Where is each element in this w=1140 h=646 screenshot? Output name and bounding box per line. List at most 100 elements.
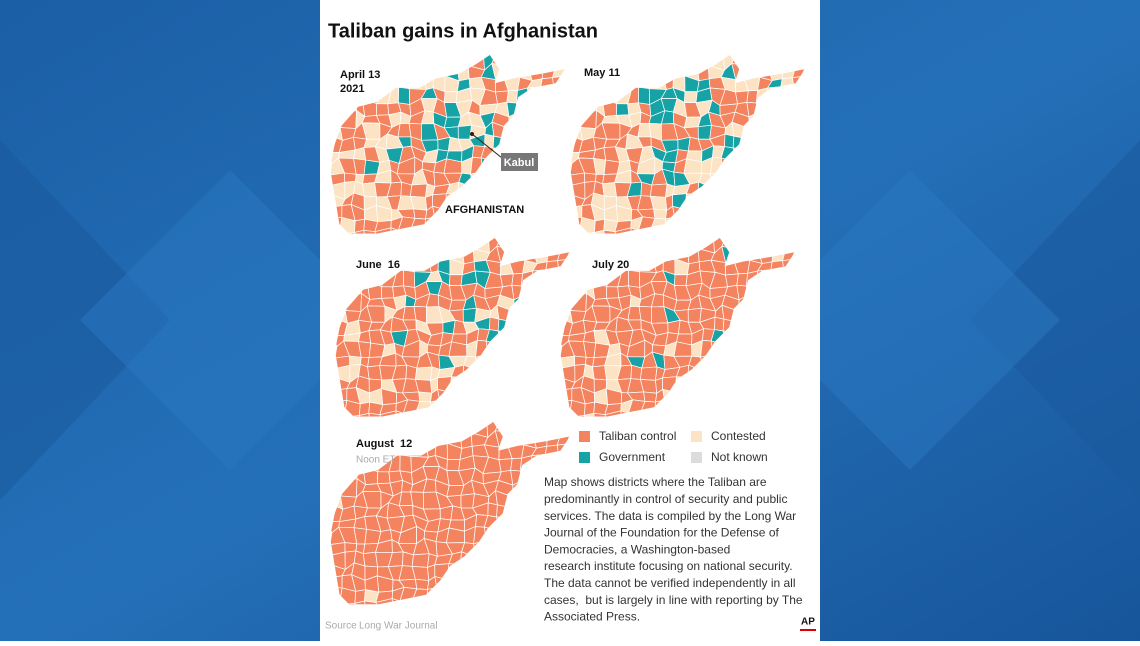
description-line: Map shows districts where the Taliban ar… [544,475,767,489]
district [697,124,712,140]
district [736,273,749,287]
map-year: 2021 [340,83,364,95]
district [489,316,500,332]
district [606,286,620,299]
legend: Taliban control Contested Government Not kn… [579,429,768,464]
district [414,578,430,590]
district [506,90,519,104]
district [638,86,651,105]
legend-swatch [579,431,590,442]
district [495,90,509,105]
district [714,316,725,332]
district [444,91,458,104]
district [725,273,739,288]
district [584,412,597,417]
country-label: AFGHANISTAN [445,204,524,216]
map-date: June 16 [356,259,400,271]
district [415,366,433,381]
district [643,391,658,403]
district [367,365,382,381]
description: Map shows districts where the Taliban ar… [544,475,803,623]
district [592,365,607,381]
source-name: Long War Journal [359,621,438,632]
district [339,602,358,605]
district [498,458,513,473]
district [354,229,367,234]
district [616,103,630,116]
district [344,172,357,183]
district [399,454,412,473]
district [411,553,430,568]
district [364,600,381,605]
kabul-label: Kabul [504,157,535,169]
district [349,355,362,366]
district [735,90,749,105]
logo: AP [801,617,815,628]
district [462,307,477,323]
description-line: The data cannot be verified independentl… [544,576,796,590]
description-line: Democracies, a Washington-based [544,542,730,556]
bg-diamond [80,170,320,470]
district [449,274,463,287]
map-date: August 12 [356,438,412,450]
description-line: predominantly in control of security and… [544,492,787,506]
kabul-pointer [471,133,503,159]
district [400,181,413,197]
district [403,269,416,288]
district [446,459,461,472]
district [398,86,411,105]
district [653,208,668,220]
kabul-dot [470,132,474,136]
district [628,269,641,288]
district [402,551,414,567]
district [593,412,610,417]
district [584,172,597,183]
district [746,90,759,104]
district [344,542,358,553]
district [674,274,688,287]
logo-underline [800,629,816,631]
source-label: Source [325,621,357,632]
district [511,273,524,287]
district [484,133,495,149]
district [410,183,428,198]
description-line: research institute focusing on national … [544,559,793,573]
district [687,307,702,323]
description-line: Associated Press. [544,610,640,624]
map-date: May 11 [584,67,620,79]
district [362,182,377,198]
district [460,493,475,509]
district [487,502,498,518]
district [640,366,658,381]
description-line: Journal of the Foundation for the Defens… [544,526,779,540]
map-note: Noon ET [356,455,395,466]
district [640,181,653,197]
district [500,273,514,288]
district [603,229,620,234]
district [568,415,587,417]
district [377,471,391,485]
district [376,103,390,116]
title: Taliban gains in Afghanistan [328,20,598,42]
legend-label: Contested [711,429,766,443]
district [413,208,428,220]
legend-label: Taliban control [599,429,676,443]
map-date: July 20 [592,259,629,271]
map-date: April 13 [340,69,380,81]
district [362,551,378,568]
legend-label: Government [599,450,666,464]
district [368,412,385,417]
description-line: services. The data is compiled by the Lo… [544,509,796,523]
district [354,600,368,605]
district [574,355,587,366]
district [684,91,698,104]
district [724,133,735,149]
district [418,391,433,403]
district [578,232,597,234]
district [381,286,395,299]
district [338,232,357,234]
bg-diamond [820,170,1060,470]
district [343,415,362,417]
